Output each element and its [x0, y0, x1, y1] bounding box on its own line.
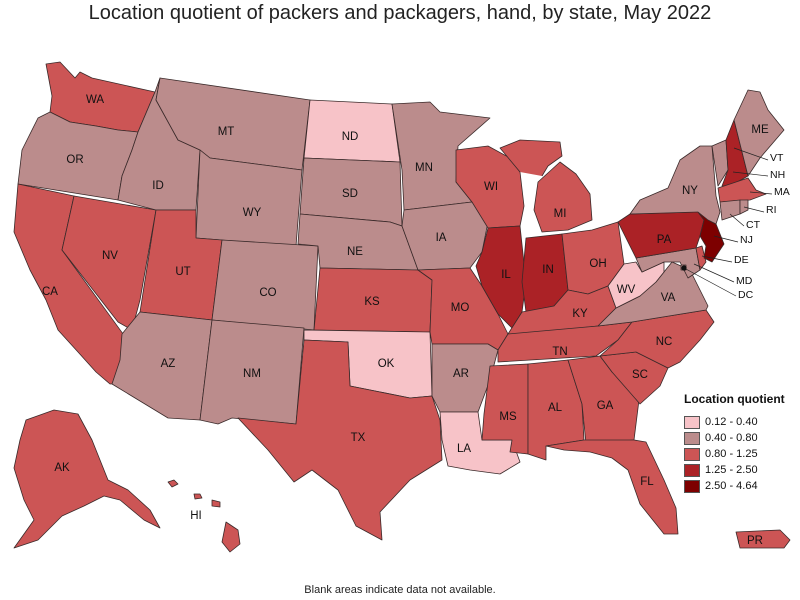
state-AK[interactable]: [13, 409, 161, 549]
state-CO[interactable]: [211, 239, 319, 331]
state-label-ME: ME: [751, 124, 769, 136]
state-label-HI: HI: [190, 510, 202, 522]
state-label-AR: AR: [453, 368, 469, 380]
state-label-IN: IN: [542, 264, 554, 276]
state-label-UT: UT: [175, 266, 190, 278]
state-ME[interactable]: [733, 89, 785, 177]
state-label-TN: TN: [552, 346, 567, 358]
footnote: Blank areas indicate data not available.: [304, 584, 496, 596]
state-MI[interactable]: [499, 139, 593, 233]
legend-swatch: [684, 463, 700, 477]
state-label-RI: RI: [766, 204, 777, 216]
state-label-OK: OK: [378, 358, 395, 370]
legend-title: Location quotient: [684, 392, 785, 406]
legend-item: 0.80 - 1.25: [684, 446, 796, 462]
state-label-DC: DC: [738, 289, 754, 301]
legend-item: 1.25 - 2.50: [684, 462, 796, 478]
state-label-OH: OH: [589, 258, 606, 270]
state-label-WY: WY: [243, 207, 262, 219]
state-label-VT: VT: [770, 152, 784, 164]
state-label-SC: SC: [632, 369, 648, 381]
state-label-NM: NM: [243, 368, 261, 380]
legend-label: 0.80 - 1.25: [705, 448, 758, 460]
state-label-MS: MS: [499, 411, 517, 423]
state-label-MD: MD: [736, 275, 753, 287]
state-label-MN: MN: [415, 162, 433, 174]
state-label-MO: MO: [451, 302, 470, 314]
state-DE[interactable]: [695, 245, 707, 271]
state-label-CA: CA: [42, 286, 58, 298]
state-WI[interactable]: [455, 145, 525, 229]
map-title: Location quotient of packers and package…: [88, 2, 712, 24]
legend-label: 0.12 - 0.40: [705, 416, 758, 428]
state-label-ID: ID: [152, 180, 164, 192]
state-label-WV: WV: [617, 284, 636, 296]
state-label-CT: CT: [746, 219, 761, 231]
state-label-AZ: AZ: [161, 358, 176, 370]
state-label-PA: PA: [657, 234, 672, 246]
state-label-MT: MT: [218, 126, 235, 138]
legend-swatch: [684, 447, 700, 461]
legend-swatch: [684, 479, 700, 493]
state-NM[interactable]: [199, 319, 305, 425]
state-HI[interactable]: [167, 479, 241, 553]
state-label-PR: PR: [747, 535, 763, 547]
state-label-NV: NV: [102, 250, 118, 262]
legend: Location quotient 0.12 - 0.40 0.40 - 0.8…: [684, 392, 796, 494]
state-label-NY: NY: [682, 185, 698, 197]
state-label-GA: GA: [597, 400, 614, 412]
state-label-KY: KY: [572, 308, 588, 320]
legend-swatch: [684, 415, 700, 429]
state-label-CO: CO: [259, 287, 276, 299]
state-label-ND: ND: [342, 131, 359, 143]
state-label-AK: AK: [54, 462, 70, 474]
state-label-TX: TX: [351, 432, 366, 444]
legend-item: 0.40 - 0.80: [684, 430, 796, 446]
state-label-MI: MI: [554, 208, 567, 220]
state-label-AL: AL: [548, 402, 563, 414]
legend-swatch: [684, 431, 700, 445]
state-TX[interactable]: [237, 339, 443, 541]
legend-label: 0.40 - 0.80: [705, 432, 758, 444]
state-label-SD: SD: [342, 188, 358, 200]
state-label-OR: OR: [66, 154, 83, 166]
state-PR[interactable]: [735, 529, 791, 549]
state-AR[interactable]: [431, 343, 499, 413]
state-label-DE: DE: [734, 254, 749, 266]
state-label-WI: WI: [484, 181, 498, 193]
legend-label: 2.50 - 4.64: [705, 480, 758, 492]
state-label-VA: VA: [661, 292, 676, 304]
dc-marker: [681, 265, 687, 271]
state-label-NC: NC: [656, 336, 673, 348]
small-state-leader-lines: [681, 147, 773, 297]
state-NY[interactable]: [629, 145, 721, 225]
legend-item: 0.12 - 0.40: [684, 414, 796, 430]
state-label-KS: KS: [364, 296, 380, 308]
state-label-LA: LA: [457, 443, 471, 455]
state-label-NH: NH: [770, 169, 785, 181]
state-label-MA: MA: [774, 186, 790, 198]
state-label-IA: IA: [436, 232, 447, 244]
state-CT[interactable]: [719, 199, 741, 221]
state-FL[interactable]: [545, 439, 679, 535]
state-label-FL: FL: [640, 476, 654, 488]
state-label-NE: NE: [347, 246, 363, 258]
state-WV[interactable]: [607, 261, 665, 309]
state-labels: WA OR CA NV ID MT WY UT AZ CO NM ND SD NE KS OK TX MN IA MO…: [42, 94, 790, 547]
state-label-NJ: NJ: [740, 234, 753, 246]
state-IL[interactable]: [475, 225, 527, 329]
state-label-WA: WA: [86, 94, 104, 106]
legend-label: 1.25 - 2.50: [705, 464, 758, 476]
state-LA[interactable]: [439, 411, 521, 475]
state-label-IL: IL: [501, 269, 511, 281]
legend-item: 2.50 - 4.64: [684, 478, 796, 494]
